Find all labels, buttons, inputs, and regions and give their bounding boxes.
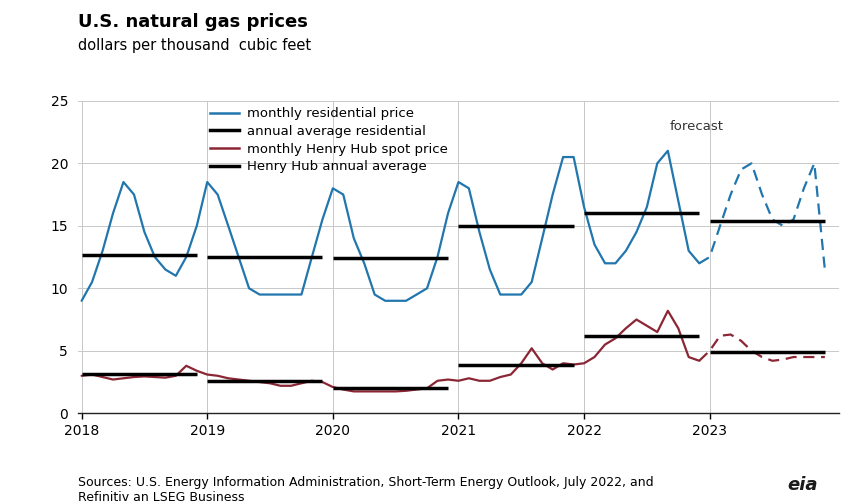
Text: Sources: U.S. Energy Information Administration, Short-Term Energy Outlook, July: Sources: U.S. Energy Information Adminis…: [78, 476, 653, 504]
Text: eia: eia: [787, 476, 817, 494]
Text: forecast: forecast: [670, 119, 723, 133]
Legend: monthly residential price, annual average residential, monthly Henry Hub spot pr: monthly residential price, annual averag…: [210, 107, 448, 173]
Text: dollars per thousand  cubic feet: dollars per thousand cubic feet: [78, 38, 311, 53]
Text: U.S. natural gas prices: U.S. natural gas prices: [78, 13, 308, 31]
